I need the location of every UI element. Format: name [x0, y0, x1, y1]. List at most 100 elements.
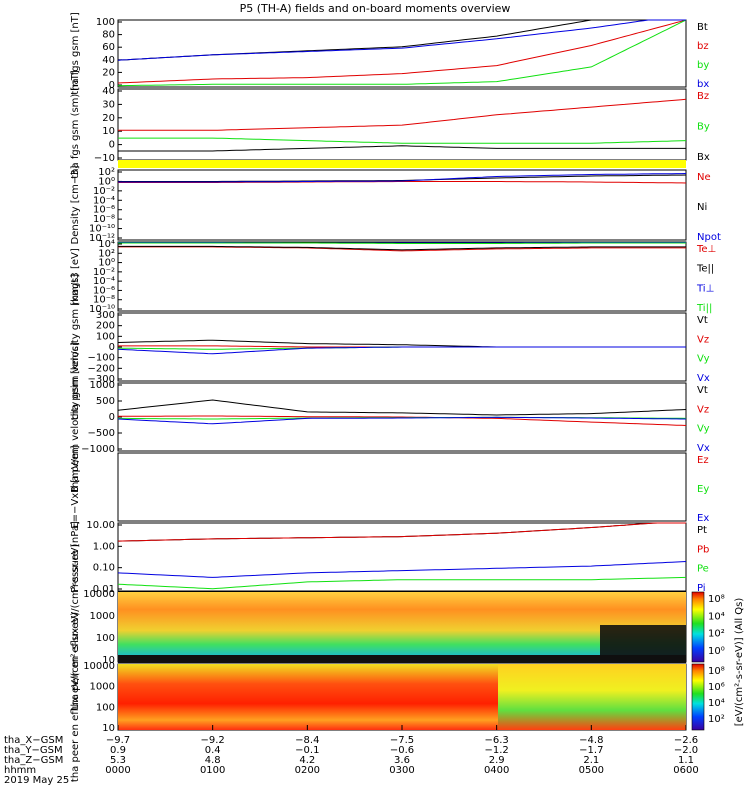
panel-5: tha peem velocity gsm [km/s] 1000 500 0 −500… — [70, 342, 710, 492]
legend-entry: Bt — [697, 22, 708, 33]
panel-frame — [117, 169, 687, 241]
legend-entry: Ez — [697, 455, 709, 466]
legend-entry: Pi — [697, 583, 706, 594]
y-tick-label: 0 — [109, 80, 115, 91]
x-axis-value: 0200 — [295, 765, 320, 776]
y-tick-label: 300 — [96, 310, 115, 321]
legend-entry: Ey — [697, 484, 709, 495]
x-axis-value: 3.6 — [394, 755, 410, 766]
y-tick-label: 10⁻¹² — [89, 233, 115, 244]
x-axis-value: −0.6 — [390, 745, 414, 756]
legend-entry: Ex — [697, 513, 709, 524]
panel-frame — [117, 241, 687, 312]
panel-frame — [117, 19, 687, 88]
y-tick-label: −500 — [88, 428, 115, 439]
y-tick-label: 30 — [102, 99, 115, 110]
y-tick-label: 20 — [102, 67, 115, 78]
y-tick-label: 200 — [96, 321, 115, 332]
y-tick-label: 10000 — [83, 589, 115, 600]
y-axis-label: tha peem velocity gsm [km/s] — [70, 342, 81, 492]
y-tick-label: 10000 — [83, 661, 115, 672]
figure-title: P5 (TH-A) fields and on-board moments ov… — [240, 2, 511, 15]
y-tick-label: 10⁰ — [98, 176, 115, 187]
y-tick-label: 10⁻² — [93, 186, 115, 197]
legend-entry: Ni — [697, 202, 707, 213]
colorbar-tick-label: 10⁸ — [708, 666, 725, 677]
y-tick-label: 40 — [102, 86, 115, 97]
legend-entry: by — [697, 60, 709, 71]
y-axis-label: magt3 [eV] — [70, 248, 81, 305]
x-axis-row-label: tha_X−GSM — [4, 735, 63, 746]
legend-entry: bz — [697, 41, 709, 52]
y-axis-label: Pressure [nPa] — [70, 521, 81, 593]
x-axis-value: −2.0 — [674, 745, 698, 756]
y-tick-label: 1000 — [90, 682, 115, 693]
y-tick-label: 10⁻⁸ — [93, 214, 115, 225]
legend-entry: Vx — [697, 443, 710, 454]
legend-entry: Te⊥ — [696, 244, 716, 255]
panel-6: E=−VxB [mV/m] Ez Ey Ex — [70, 445, 709, 528]
colorbar-tick-label: 10⁸ — [708, 594, 725, 605]
series-line-bx — [117, 19, 686, 61]
y-tick-label: 10 — [102, 126, 115, 137]
series-line-Pi — [117, 561, 687, 578]
series-line-bz — [117, 19, 687, 84]
legend-entry: Vz — [697, 404, 709, 415]
x-axis-value: 0500 — [579, 765, 604, 776]
y-tick-label: 0 — [109, 412, 115, 423]
y-tick-label: 10² — [98, 167, 115, 178]
x-axis-row-label: hhmm — [4, 765, 36, 776]
x-axis-value: 0.4 — [205, 745, 221, 756]
series-line-Bx — [118, 145, 686, 152]
y-axis-label: E=−VxB [mV/m] — [70, 445, 81, 528]
electron-spectrogram-fill — [118, 664, 498, 730]
colorbar-tick-label: 10² — [708, 629, 725, 640]
y-tick-label: 10.00 — [86, 520, 115, 531]
colorbar-electron-gradient — [691, 663, 705, 731]
x-axis-row-label: tha_Y−GSM — [4, 745, 63, 756]
x-axis-value: −6.3 — [485, 735, 509, 746]
x-axis-value: −9.2 — [201, 735, 225, 746]
series-line-Vx — [117, 416, 686, 425]
y-tick-label: 0.01 — [93, 584, 115, 595]
y-tick-label: 0 — [109, 342, 115, 353]
x-axis-value: 5.3 — [110, 755, 126, 766]
x-axis-value: −2.6 — [674, 735, 698, 746]
y-tick-label: 20 — [102, 113, 115, 124]
y-tick-label: 10⁻⁸ — [93, 295, 115, 306]
series-line-Vt — [117, 399, 687, 416]
series-line-Pe — [117, 576, 687, 590]
y-tick-label: 10⁻¹⁰ — [89, 224, 115, 235]
series-line-Vx — [117, 346, 686, 355]
legend-entry: Bx — [697, 152, 710, 163]
y-tick-label: −200 — [88, 363, 115, 374]
series-line-Bt — [117, 19, 686, 61]
y-axis-label: tha peer en eflux eV/(cm²-s-sr-eV) — [70, 612, 81, 782]
y-tick-label: −100 — [88, 353, 115, 364]
spectrogram-fills — [118, 160, 686, 730]
y-tick-label: 1000 — [90, 611, 115, 622]
y-tick-label: 10⁴ — [98, 239, 115, 250]
y-tick-label: −10 — [94, 153, 115, 164]
panel-1: tha fgs gsm (sm) [nT] 40 30 20 10 0 −10 Bz By Bx — [70, 70, 710, 179]
ion-spectrogram-dark-region — [600, 625, 686, 663]
legend-entry: Ti⊥ — [696, 283, 714, 294]
x-axis-value: 2.1 — [583, 755, 599, 766]
x-axis-value: −1.2 — [485, 745, 509, 756]
legend-entry: Te|| — [696, 264, 714, 275]
y-tick-label: 0 — [109, 140, 115, 151]
colorbar-electron — [691, 663, 705, 731]
y-tick-label: 40 — [102, 55, 115, 66]
colorbar-ion — [691, 591, 705, 663]
x-axis-value: 0600 — [673, 765, 698, 776]
y-tick-label: 10⁻⁴ — [93, 195, 115, 206]
y-axis-label: tha fgs gsm [nT] — [70, 12, 81, 95]
series-line-Npot — [118, 173, 687, 183]
y-tick-label: 100 — [96, 17, 115, 28]
y-tick-label: 100 — [96, 702, 115, 713]
series-line-Te|| — [118, 245, 686, 251]
legend-entry: Pt — [697, 525, 707, 536]
y-tick-label: 0.10 — [93, 563, 115, 574]
